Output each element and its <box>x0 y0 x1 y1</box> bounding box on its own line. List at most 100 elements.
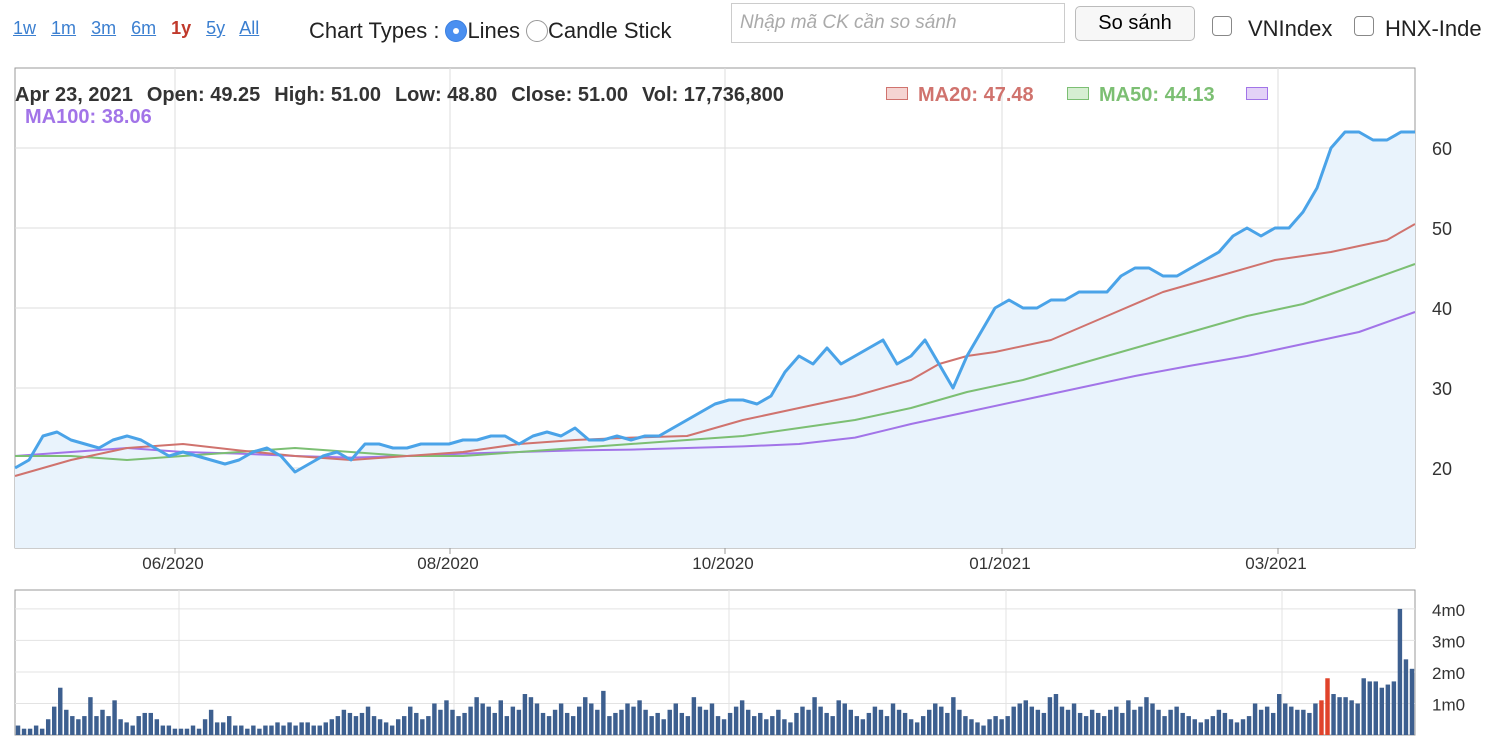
x-tick-label: 03/2021 <box>1245 554 1306 573</box>
legend-ma50[interactable]: MA50: 44.13 <box>1067 84 1215 107</box>
volume-bar <box>836 700 841 735</box>
volume-bar <box>619 709 624 735</box>
lines-radio[interactable] <box>445 20 468 42</box>
volume-bar <box>770 716 775 735</box>
volume-bar <box>715 716 721 735</box>
volume-bar <box>987 719 992 735</box>
volume-bar <box>492 712 497 735</box>
range-3m[interactable]: 3m <box>91 18 117 38</box>
volume-bar <box>1065 709 1071 735</box>
volume-bar <box>1277 694 1282 735</box>
volume-bar <box>1373 681 1378 735</box>
x-tick-label: 06/2020 <box>142 554 203 573</box>
volume-bar <box>776 709 781 735</box>
volume-bar <box>1361 678 1366 735</box>
volume-bar <box>335 716 341 735</box>
volume-bar <box>752 716 757 735</box>
volume-bar <box>667 709 672 735</box>
volume-bar <box>1307 712 1312 735</box>
volume-bar <box>1126 700 1131 735</box>
volume-bar <box>824 712 829 735</box>
compare-symbol-input[interactable] <box>731 3 1065 43</box>
range-all[interactable]: All <box>239 18 260 38</box>
volume-bar <box>317 725 322 735</box>
volume-bar <box>884 716 890 735</box>
volume-bar <box>82 716 87 735</box>
volume-bar <box>866 712 872 735</box>
volume-bar <box>721 719 727 735</box>
chart-type-selector: Chart Types : Lines Candle Stick <box>309 18 672 44</box>
volume-bar <box>1059 706 1065 735</box>
volume-bar <box>800 706 805 735</box>
volume-bar <box>908 719 914 735</box>
volume-bar <box>130 725 135 735</box>
volume-bar <box>691 697 697 735</box>
volume-bar <box>1102 716 1107 735</box>
volume-bar <box>902 712 908 735</box>
volume-bar <box>1379 687 1385 735</box>
volume-bar <box>1029 706 1035 735</box>
volume-bar <box>148 712 153 735</box>
range-6m[interactable]: 6m <box>131 18 157 38</box>
range-1m[interactable]: 1m <box>51 18 77 38</box>
volume-bar <box>631 706 636 735</box>
volume-bar <box>1355 703 1360 735</box>
volume-bar <box>456 716 461 735</box>
volume-bar <box>957 709 962 735</box>
volume-bar <box>1246 716 1252 735</box>
volume-bar <box>697 706 703 735</box>
volume-bar <box>118 719 123 735</box>
volume-bar <box>257 728 262 735</box>
volume-bar <box>1228 719 1234 735</box>
volume-bar <box>1035 709 1041 735</box>
volume-bar <box>1192 719 1197 735</box>
volume-bar <box>679 712 685 735</box>
volume-bar <box>287 722 292 735</box>
range-1w[interactable]: 1w <box>13 18 37 38</box>
volume-bar <box>196 728 202 735</box>
volume-bar <box>649 716 654 735</box>
volume-bar <box>408 706 413 735</box>
volume-bar <box>450 709 455 735</box>
legend-ma100-swatch[interactable] <box>1246 84 1278 107</box>
candle-stick-label[interactable]: Candle Stick <box>548 18 672 43</box>
volume-bar <box>269 725 274 735</box>
volume-bar <box>1270 712 1276 735</box>
volume-bar <box>377 719 383 735</box>
volume-bar <box>806 709 811 735</box>
volume-bar <box>1349 700 1354 735</box>
range-1y[interactable]: 1y <box>171 18 192 38</box>
legend-ma20[interactable]: MA20: 47.48 <box>886 84 1034 107</box>
volume-bar <box>1210 716 1216 735</box>
volume-bar <box>474 697 479 735</box>
volume-bar <box>311 725 316 735</box>
volume-bar <box>486 706 491 735</box>
volume-bar <box>166 725 172 735</box>
volume-bar <box>552 709 558 735</box>
volume-bar <box>939 706 944 735</box>
volume-bar <box>178 728 184 735</box>
volume-bar <box>1089 709 1095 735</box>
lines-label[interactable]: Lines <box>467 18 521 43</box>
volume-bar <box>426 716 431 735</box>
volume-bar <box>402 716 407 735</box>
candle-stick-radio[interactable] <box>526 20 549 42</box>
volume-bar <box>70 716 75 735</box>
compare-button[interactable]: So sánh <box>1075 6 1195 41</box>
x-tick-label: 10/2020 <box>692 554 753 573</box>
volume-bar <box>184 728 190 735</box>
volume-bar <box>758 712 763 735</box>
hnxindex-checkbox[interactable] <box>1354 16 1374 36</box>
volume-bar <box>1234 722 1240 735</box>
volume-bar <box>468 706 473 735</box>
volume-bar <box>329 719 335 735</box>
vnindex-checkbox[interactable] <box>1212 16 1232 36</box>
ma50-swatch-icon <box>1067 87 1089 100</box>
range-5y[interactable]: 5y <box>206 18 226 38</box>
x-tick-label: 08/2020 <box>417 554 478 573</box>
volume-bar <box>263 725 268 735</box>
legend-ma100-label: MA100: 38.06 <box>25 106 152 128</box>
volume-bar <box>854 716 860 735</box>
volume-tick-label: 1m0 <box>1432 695 1465 714</box>
